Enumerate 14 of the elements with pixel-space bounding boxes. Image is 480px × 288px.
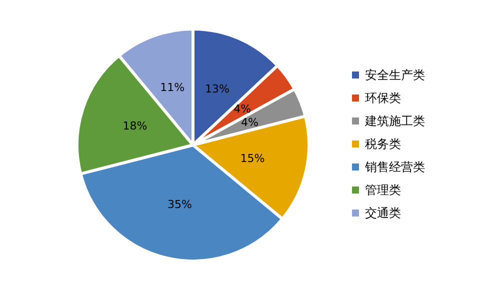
data-label: 13% <box>205 82 230 96</box>
legend-label: 交通类 <box>365 206 401 220</box>
legend-label: 环保类 <box>365 91 401 105</box>
data-label: 11% <box>160 81 185 94</box>
legend-label: 税务类 <box>365 137 401 151</box>
data-label: 35% <box>167 198 192 212</box>
legend-label: 管理类 <box>365 183 401 197</box>
legend-label: 建筑施工类 <box>364 114 425 128</box>
data-label: 18% <box>122 120 148 133</box>
legend-label: 销售经营类 <box>364 160 425 174</box>
data-label: 4% <box>240 116 258 130</box>
data-label: 4% <box>234 102 252 116</box>
legend-label: 安全生产类 <box>365 68 425 82</box>
data-label: 15% <box>240 152 265 165</box>
